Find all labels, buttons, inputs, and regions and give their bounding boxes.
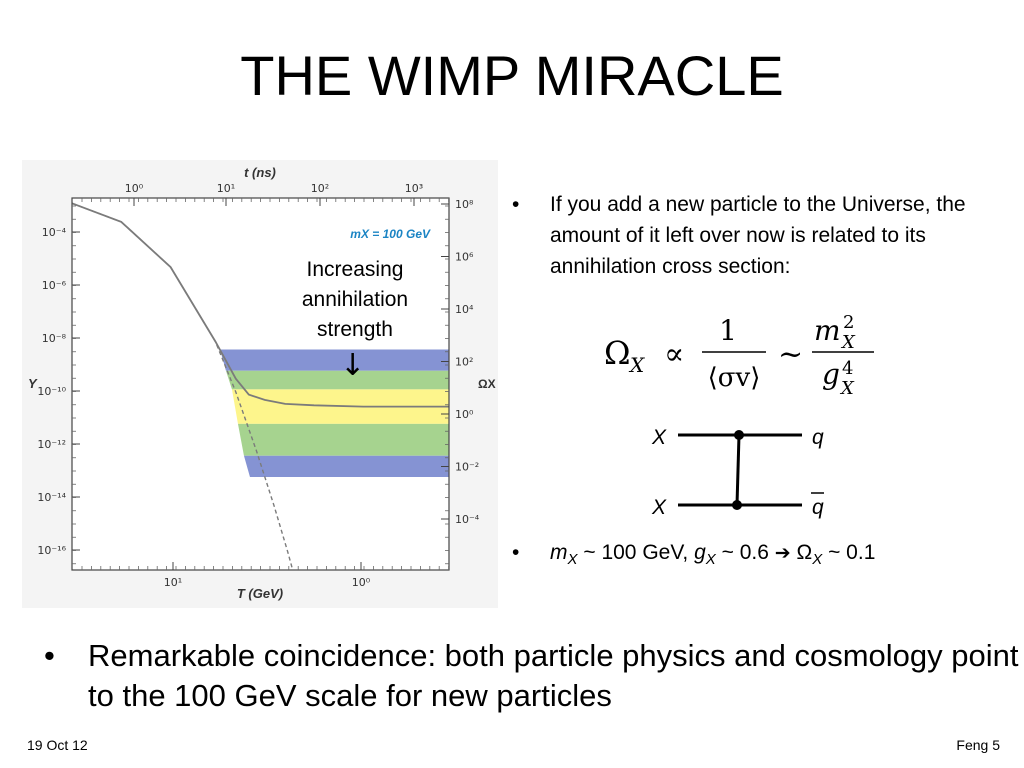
right-tick-label: 10⁰ [455, 408, 474, 421]
bullet-text: If you add a new particle to the Univers… [550, 193, 966, 278]
param-text2: ~ 0.6 [715, 541, 775, 564]
right-tick-label: 10⁻² [455, 461, 479, 474]
left-tick-label: 10⁻¹⁰ [37, 385, 66, 398]
param-m-sub: X [567, 551, 578, 568]
right-tick-label: 10⁴ [455, 303, 474, 316]
equilibrium-curve [71, 202, 294, 571]
param-g-sub: X [705, 551, 716, 568]
bottom-tick-label: 10¹ [164, 576, 182, 589]
annihilation-band [237, 423, 449, 456]
top-tick-label: 10³ [405, 182, 423, 195]
diagram-label-x-bottom: X [651, 496, 667, 519]
right-arrow-icon: ➔ [774, 542, 791, 564]
right-tick-label: 10⁸ [455, 198, 474, 211]
footer-date: 19 Oct 12 [27, 737, 88, 753]
left-axis-label: Y [28, 376, 38, 391]
bottom-bullet-text: Remarkable coincidence: both particle ph… [88, 638, 1019, 713]
top-tick-label: 10⁰ [125, 182, 144, 195]
bullet-list: • If you add a new particle to the Unive… [510, 189, 980, 282]
bottom-bullet: • Remarkable coincidence: both particle … [44, 636, 1024, 716]
param-text3: ~ 0.1 [822, 541, 876, 564]
relic-density-formula: Ω X ∝ 1 ⟨σv⟩ ~ m 2 X g 4 X [604, 312, 874, 399]
left-tick-label: 10⁻¹² [37, 438, 66, 451]
param-m: m [550, 541, 568, 564]
formula-num2-sup: 2 [843, 312, 854, 333]
bullet-item: • If you add a new particle to the Unive… [510, 189, 980, 282]
formula-num2: m [814, 314, 841, 347]
feynman-diagram: X q X q [651, 426, 824, 519]
formula-num2-sub: X [840, 332, 856, 353]
relic-abundance-chart: 10⁻⁴ 10⁻⁶ 10⁻⁸ 10⁻¹⁰ 10⁻¹² 10⁻¹⁴ 10⁻¹⁶ 10⁸ 10⁶ 10… [22, 160, 498, 608]
formula-den2-sup: 4 [842, 358, 853, 379]
right-tick-label: 10⁶ [455, 251, 474, 264]
left-tick-label: 10⁻⁶ [42, 279, 67, 292]
left-tick-label: 10⁻⁴ [42, 226, 67, 239]
param-omega-sub: X [812, 551, 823, 568]
annihilation-band [219, 349, 449, 371]
bullet-icon: • [512, 193, 520, 216]
formula-prop: ∝ [664, 337, 684, 372]
left-tick-label: 10⁻¹⁴ [37, 491, 66, 504]
formula-num: 1 [719, 314, 737, 347]
top-tick-label: 10² [311, 182, 329, 195]
bullet-icon: • [44, 638, 55, 673]
right-tick-label: 10⁻⁴ [455, 513, 480, 526]
param-g: g [694, 541, 706, 564]
chart-svg: 10⁻⁴ 10⁻⁶ 10⁻⁸ 10⁻¹⁰ 10⁻¹² 10⁻¹⁴ 10⁻¹⁶ 10⁸ 10⁶ 10… [22, 160, 498, 608]
formula-den: ⟨σv⟩ [708, 363, 761, 393]
annihilation-band [225, 370, 449, 390]
top-axis-label: t (ns) [244, 165, 276, 180]
diagram-vertex-top [734, 430, 744, 440]
param-omega: Ω [790, 541, 813, 564]
diagram-label-x-top: X [651, 426, 667, 449]
annihilation-band [243, 455, 449, 477]
formula-den2: g [822, 358, 840, 391]
bottom-tick-label: 10⁰ [352, 576, 371, 589]
top-tick-label: 10¹ [217, 182, 235, 195]
diagram-label-q-top: q [812, 426, 824, 449]
formula-den2-sub: X [839, 378, 855, 399]
right-axis-label: ΩX [478, 377, 496, 391]
right-tick-label: 10² [455, 356, 473, 369]
formula-omega-sub: X [628, 353, 645, 377]
diagram-line-exchange [735, 434, 741, 506]
footer-page: Feng 5 [956, 737, 1000, 753]
down-arrow-icon: ↓ [340, 348, 366, 383]
chart-annotation: Increasing annihilation strength [301, 258, 409, 341]
bottom-axis-label: T (GeV) [237, 586, 283, 601]
formula-omega: Ω [604, 334, 631, 372]
slide-title: THE WIMP MIRACLE [240, 44, 784, 107]
bullet-item-parameters: • mX ~ 100 GeV, gX ~ 0.6 ➔ ΩX ~ 0.1 [510, 537, 1024, 575]
bullet-icon: • [512, 541, 520, 564]
left-tick-label: 10⁻¹⁶ [37, 544, 66, 557]
legend-label: mX = 100 GeV [350, 227, 431, 241]
left-tick-label: 10⁻⁸ [42, 332, 67, 345]
diagram-label-qbar-bottom: q [812, 496, 824, 519]
formula-sim: ~ [778, 337, 803, 372]
freeze-out-curve [71, 202, 449, 408]
param-text1: ~ 100 GeV, [577, 541, 695, 564]
